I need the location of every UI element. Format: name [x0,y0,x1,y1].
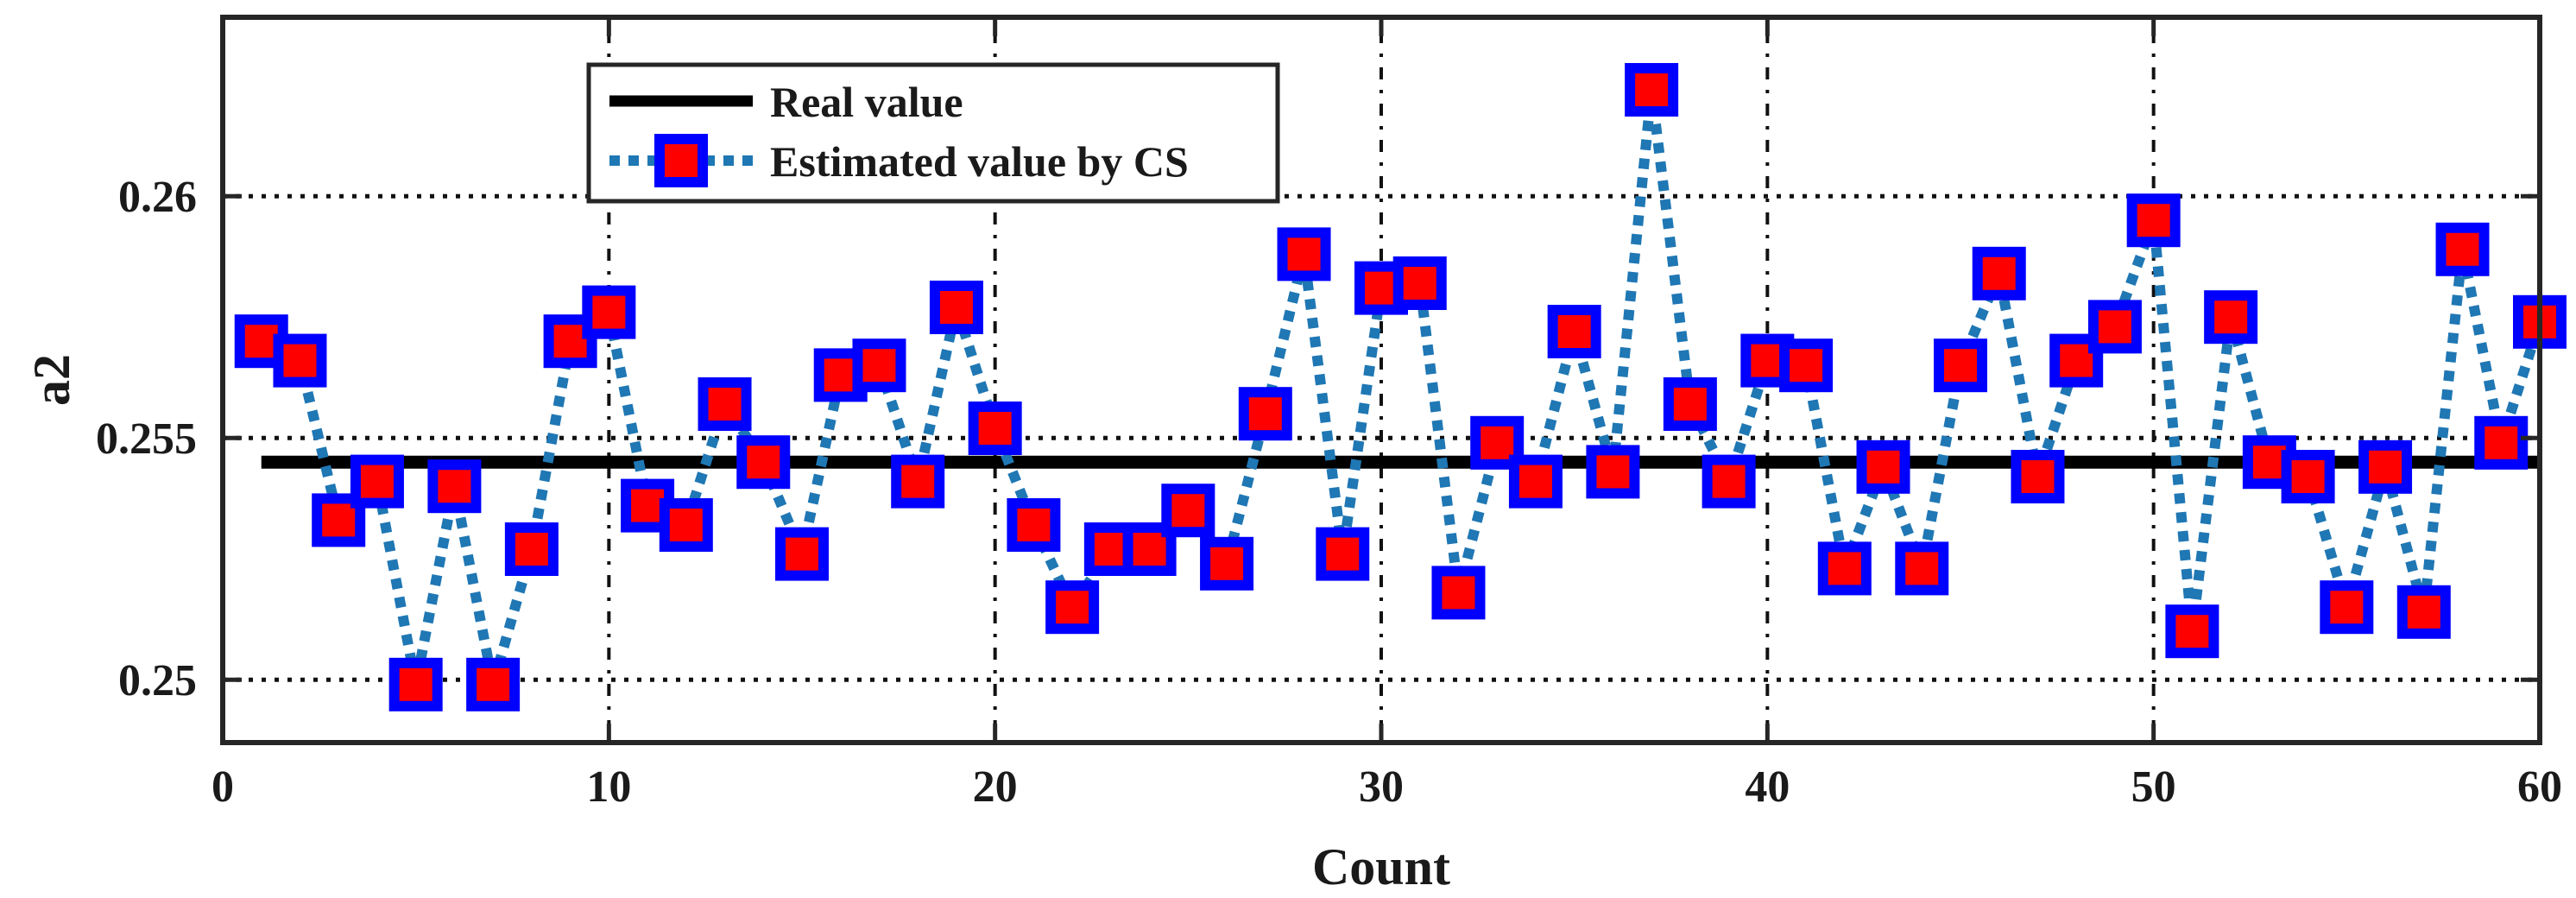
estimated-value-marker [698,377,752,431]
tick-marks [220,17,2542,743]
estimated-value-marker [1586,445,1640,499]
estimated-value-marker [1431,566,1486,620]
estimated-value-marker [2204,290,2258,345]
estimated-value-marker [852,338,906,393]
estimated-value-marker [2126,193,2181,248]
estimated-value-marker [775,527,829,581]
estimated-value-marker [2049,333,2104,388]
legend-label-real-value: Real value [770,78,963,126]
estimated-value-marker [1779,338,1834,393]
x-tick-label: 40 [1745,762,1790,812]
estimated-value-marker [1277,227,1331,281]
x-tick-label: 50 [2131,762,2176,812]
estimated-value-marker [2435,222,2490,276]
estimated-value-marker [350,454,404,509]
estimated-value-marker [2358,440,2413,494]
estimated-value-marker [1200,536,1254,591]
estimated-value-marker [929,281,983,334]
series-layer [234,63,2567,711]
estimated-value-marker [1392,256,1447,310]
estimated-value-marker [1238,387,1292,441]
x-tick-label: 10 [586,762,631,812]
y-axis-label: a2 [23,354,80,406]
y-axis-tick-labels: 0.25 0.255 0.26 [96,173,197,705]
estimated-value-marker [1934,338,1987,393]
x-tick-label: 0 [212,762,234,812]
estimated-value-marker [1856,440,1910,494]
estimated-value-marker [1663,377,1717,431]
estimated-value-marker [427,459,482,514]
estimated-value-marker [2396,585,2451,639]
x-tick-label: 60 [2517,762,2562,812]
x-axis-tick-labels: 0 10 20 30 40 50 60 [212,762,2562,812]
estimated-value-marker [466,657,521,711]
estimated-value-marker [1547,305,1601,358]
estimated-value-marker [736,435,791,490]
estimated-value-marker [1895,541,1949,596]
estimated-value-marker [543,314,597,369]
estimated-value-marker [1972,246,2026,300]
estimated-value-marker [388,657,443,711]
legend-estimated-value-marker [654,134,708,187]
estimated-value-marker [659,498,713,552]
estimated-value-marker [1316,527,1370,581]
estimated-value-marker [1007,498,1061,552]
estimated-value-marker [2011,450,2065,503]
estimated-value-marker [1702,454,1756,509]
y-tick-label: 0.26 [118,173,197,222]
estimated-value-marker [2087,300,2142,354]
estimated-value-marker [273,333,327,388]
estimated-value-marker [2474,415,2529,470]
x-axis-label: Count [1312,838,1450,895]
y-tick-label: 0.255 [96,414,197,464]
x-tick-label: 20 [973,762,1018,812]
legend-label-estimated-value: Estimated value by CS [770,137,1189,186]
legend: Real value Estimated value by CS [586,62,1280,204]
estimated-value-marker [1045,580,1100,635]
estimated-value-marker [582,285,636,339]
estimated-value-marker [2320,580,2374,635]
x-tick-label: 30 [1359,762,1404,812]
estimated-value-marker [891,454,945,509]
estimated-value-marker [1508,454,1563,509]
estimated-value-marker [1625,63,1679,117]
estimated-value-marker [968,402,1022,455]
estimated-value-marker [504,522,559,576]
estimated-value-marker [1817,541,1872,596]
y-tick-label: 0.25 [118,656,197,705]
series-estimated-value-line [259,89,2545,686]
estimated-value-marker [1161,484,1215,538]
estimated-value-marker [2165,604,2219,659]
estimated-value-marker [2281,450,2335,503]
